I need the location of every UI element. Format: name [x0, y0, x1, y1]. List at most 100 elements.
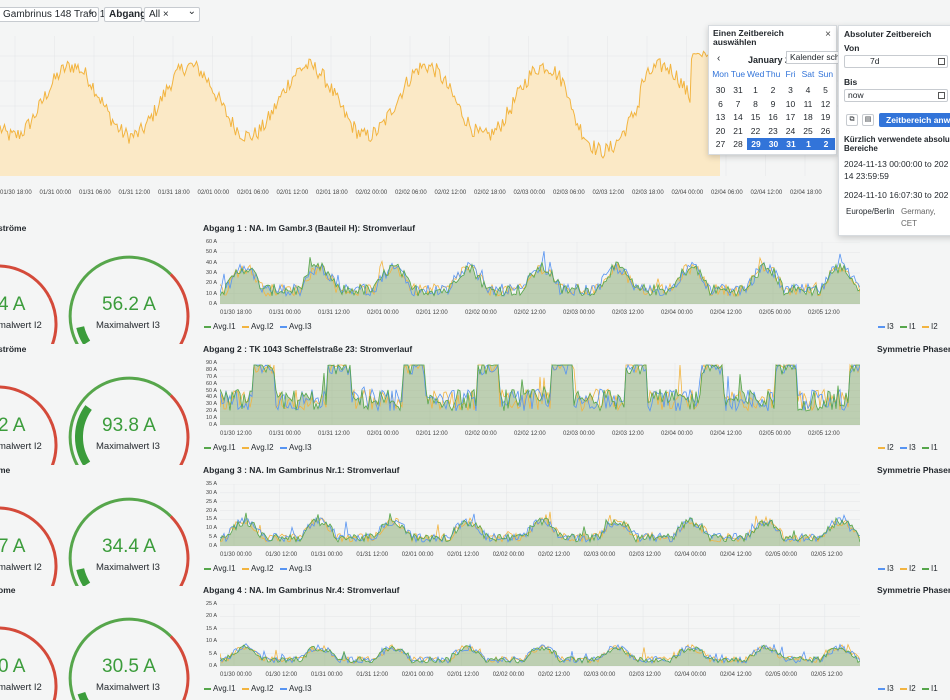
left-gauge-label: malwert I2 [0, 562, 42, 573]
calendar-day[interactable]: 18 [803, 112, 813, 123]
apply-time-range-button[interactable]: Zeitbereich anw [879, 113, 950, 127]
panel-title[interactable]: Abgang 1 : NA. Im Gambr.3 (Bauteil H): S… [203, 223, 416, 233]
calendar-day[interactable]: 1 [753, 85, 758, 95]
calendar-icon[interactable] [938, 58, 945, 65]
legend-item[interactable]: Avg.I1 [204, 684, 236, 693]
legend-item[interactable]: Avg.I2 [242, 443, 274, 452]
calendar-day[interactable]: 6 [718, 98, 723, 109]
calendar-day[interactable]: 5 [823, 85, 828, 95]
weekday-label: Tue [730, 69, 746, 79]
right-legend-item[interactable]: I1 [922, 443, 938, 452]
timeseries-chart[interactable] [220, 484, 860, 550]
calendar-day[interactable]: 7 [735, 98, 741, 109]
abgang-value[interactable]: All × [149, 9, 169, 20]
calendar-day[interactable]: 29 [747, 138, 765, 151]
timeseries-chart[interactable] [220, 604, 860, 670]
calendar-day[interactable]: 27 [715, 139, 726, 150]
right-legend-item[interactable]: I1 [900, 322, 916, 331]
recent-range-1[interactable]: 2024-11-13 00:00:00 to 202 14 23:59:59 [844, 159, 949, 181]
calendar-day[interactable]: 16 [768, 112, 778, 123]
right-legend-item[interactable]: I3 [900, 443, 916, 452]
legend-item[interactable]: Avg.I3 [280, 684, 312, 693]
calendar-day[interactable]: 20 [715, 125, 726, 136]
panel-title[interactable]: Abgang 3 : NA. Im Gambrinus Nr.1: Stromv… [203, 465, 400, 475]
left-gauge-value: 2 A [0, 415, 26, 436]
panel-title[interactable]: Abgang 4 : NA. Im Gambrinus Nr.4: Stromv… [203, 585, 400, 595]
calendar-day[interactable]: 30 [764, 138, 783, 151]
right-legend-item[interactable]: I2 [922, 322, 938, 331]
left-panel-title: ströme [0, 223, 27, 233]
calendar-day[interactable]: 21 [733, 125, 743, 136]
calendar-day[interactable]: 17 [785, 112, 796, 123]
legend-swatch [204, 325, 211, 328]
calendar-day[interactable]: 10 [785, 98, 796, 109]
y-tick-label: 10 A [205, 290, 217, 297]
close-icon[interactable]: × [825, 29, 831, 40]
calendar-day[interactable]: 31 [782, 138, 800, 151]
right-legend-item[interactable]: I1 [922, 684, 938, 693]
legend-label: Avg.I3 [289, 684, 312, 693]
x-tick-label: 02/04 00:00 [674, 552, 707, 558]
panel-title[interactable]: Abgang 2 : TK 1043 Scheffelstraße 23: St… [203, 344, 413, 354]
calendar-day[interactable]: 26 [820, 125, 831, 136]
calendar-day[interactable]: 12 [820, 98, 831, 109]
right-legend-item[interactable]: I2 [878, 443, 894, 452]
calendar-day[interactable]: 1 [799, 138, 818, 151]
x-tick-label: 02/01 00:00 [367, 310, 399, 316]
calendar-day[interactable]: 13 [715, 112, 726, 123]
calendar-icon[interactable] [938, 92, 945, 99]
right-legend-item[interactable]: I3 [878, 322, 894, 331]
calendar-day[interactable]: 9 [770, 98, 776, 109]
right-legend-item[interactable]: I2 [900, 684, 916, 693]
calendar-day[interactable]: 31 [733, 85, 743, 95]
to-input[interactable]: now [844, 89, 948, 102]
legend-item[interactable]: Avg.I1 [204, 322, 236, 331]
calendar-day[interactable]: 11 [803, 98, 813, 109]
right-legend-item[interactable]: I1 [922, 564, 938, 573]
paste-button[interactable]: ▤ [862, 114, 874, 126]
right-legend-item[interactable]: I3 [878, 684, 894, 693]
series-line-i1 [220, 363, 860, 412]
calendar-day[interactable]: 30 [715, 85, 726, 95]
calendar-day[interactable]: 3 [788, 85, 793, 95]
calendar-day[interactable]: 22 [750, 125, 761, 136]
calendar-day[interactable]: 2 [817, 138, 835, 151]
recent-range-2[interactable]: 2024-11-10 16:07:30 to 202 [844, 190, 949, 200]
dashboard-select[interactable]: Gambrinus 148 Trafo 1 ⌄ [0, 6, 105, 22]
legend-label: I1 [931, 684, 938, 693]
calendar-day[interactable]: 25 [803, 125, 813, 136]
x-tick-label: 02/05 12:00 [808, 310, 840, 316]
calendar-day[interactable]: 23 [768, 125, 778, 136]
legend-item[interactable]: Avg.I2 [242, 322, 274, 331]
timeseries-chart[interactable] [220, 242, 860, 308]
copy-button[interactable]: ⧉ [846, 114, 858, 126]
y-tick-label: 10 A [205, 638, 217, 645]
legend-item[interactable]: Avg.I1 [204, 564, 236, 573]
legend-item[interactable]: Avg.I2 [242, 684, 274, 693]
abgang-select[interactable]: All × ⌄ [144, 6, 200, 22]
x-tick-label: 02/01 00:00 [401, 552, 434, 558]
legend-item[interactable]: Avg.I3 [280, 443, 312, 452]
right-panel-title: Symmetrie Phasen [877, 465, 950, 475]
calendar-day[interactable]: 19 [820, 112, 831, 123]
overview-chart[interactable] [0, 36, 950, 188]
legend-item[interactable]: Avg.I3 [280, 564, 312, 573]
right-legend-item[interactable]: I3 [878, 564, 894, 573]
timeseries-chart[interactable] [220, 363, 860, 429]
calendar-day[interactable]: 14 [733, 112, 743, 123]
calendar-day[interactable]: 28 [733, 139, 743, 150]
calendar-day[interactable]: 4 [805, 85, 811, 95]
right-legend-item[interactable]: I2 [900, 564, 916, 573]
calendar-day[interactable]: 24 [785, 125, 796, 136]
x-tick-label: 02/02 12:00 [538, 552, 570, 558]
prev-month-icon[interactable]: ‹ [717, 53, 721, 64]
from-input[interactable]: 7d [844, 55, 948, 68]
calendar-day[interactable]: 2 [770, 85, 776, 95]
legend-item[interactable]: Avg.I1 [204, 443, 236, 452]
y-tick-label: 60 A [205, 239, 217, 245]
calendar-day[interactable]: 15 [750, 112, 761, 123]
legend-item[interactable]: Avg.I2 [242, 564, 274, 573]
legend-swatch [922, 567, 929, 570]
calendar-day[interactable]: 8 [753, 98, 758, 109]
legend-item[interactable]: Avg.I3 [280, 322, 312, 331]
